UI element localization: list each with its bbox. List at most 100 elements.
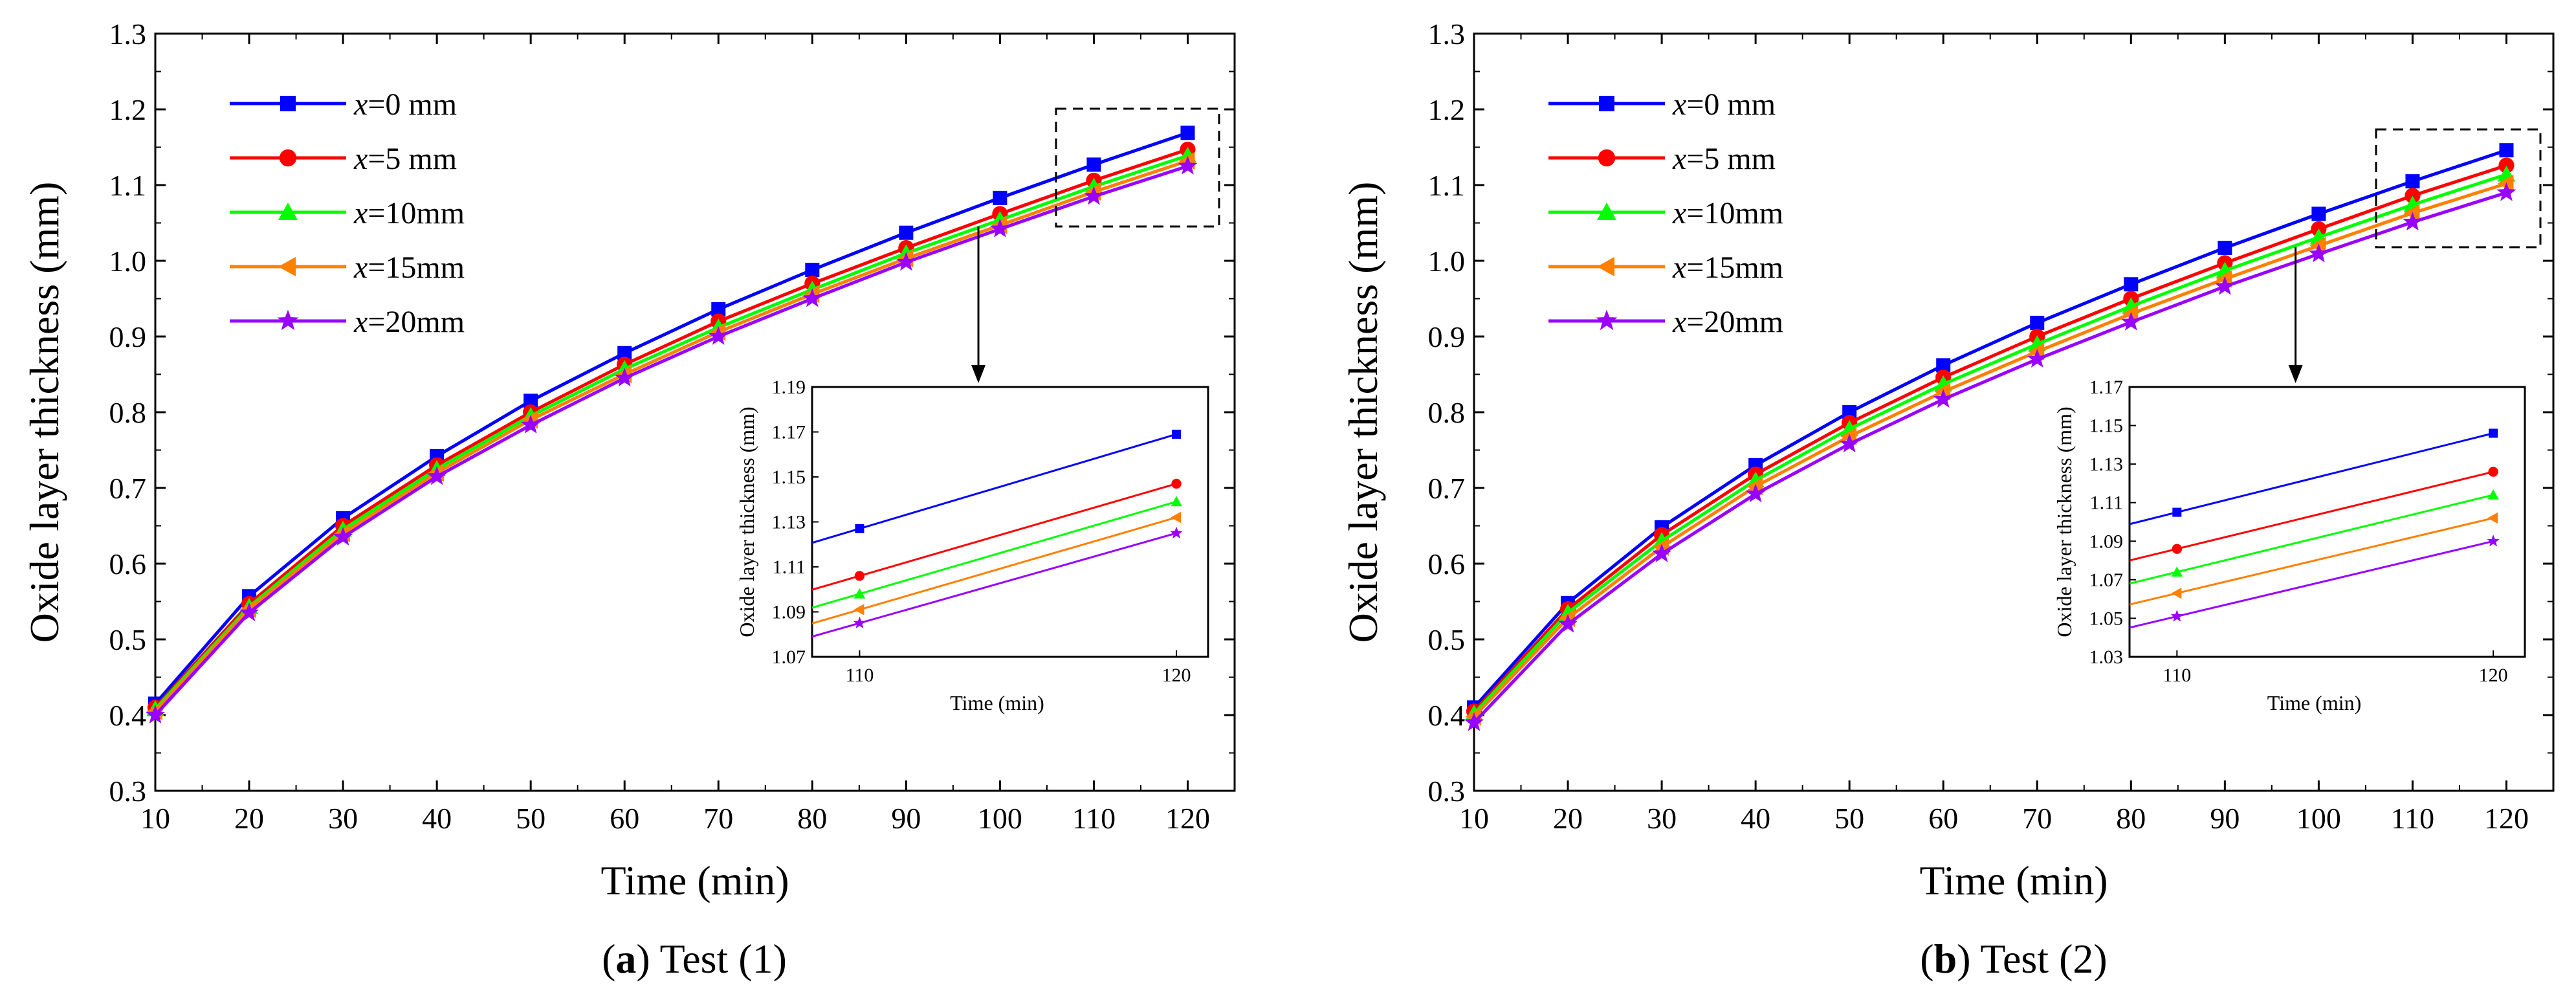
inset-x-tick-label: 110 xyxy=(2163,665,2191,686)
data-point xyxy=(2311,206,2326,221)
inset-series-line xyxy=(812,516,1177,624)
data-point xyxy=(2499,143,2514,158)
data-point xyxy=(709,326,729,345)
inset-data-point xyxy=(2172,507,2182,517)
x-tick-label: 80 xyxy=(2116,802,2146,835)
legend-marker xyxy=(1598,149,1616,167)
legend-marker xyxy=(1597,203,1616,220)
inset-chart: 1.07 1.09 1.11 1.13 1.15 1.17 1.19 110 120 Time (… xyxy=(735,377,1209,714)
y-tick-label: 0.4 xyxy=(109,699,147,732)
x-tick-label: 10 xyxy=(1459,802,1489,835)
data-point xyxy=(2497,174,2514,193)
inset-y-tick-label: 1.09 xyxy=(772,602,806,623)
data-point xyxy=(333,527,353,546)
inset-series-line xyxy=(2130,540,2494,629)
y-axis-title: Oxide layer thickness (mm) xyxy=(1340,182,1386,643)
legend-marker xyxy=(279,149,297,167)
data-point xyxy=(426,466,447,485)
series-line xyxy=(1473,191,2507,724)
x-tick-label: 120 xyxy=(1165,802,1210,835)
inset-series-line xyxy=(812,532,1177,638)
x-tick-label: 50 xyxy=(516,802,545,835)
caption-letter: a xyxy=(615,936,636,982)
inset-series-group xyxy=(2130,428,2500,629)
inset-series-line xyxy=(2130,494,2494,585)
inset-y-tick-label: 1.17 xyxy=(772,422,806,443)
inset-data-point xyxy=(2489,428,2498,438)
inset-series-line xyxy=(2130,432,2494,525)
series-4 xyxy=(145,155,1198,723)
inset-data-point xyxy=(1171,496,1182,507)
inset-y-tick-label: 1.17 xyxy=(2089,377,2124,398)
series-line xyxy=(154,148,1189,709)
legend-var: x xyxy=(1672,196,1686,230)
chart-panel-b: 0.3 0.4 0.5 0.6 0.7 0.8 0.9 1.0 1.1 1.2 1.3 10 20 30 4… xyxy=(1340,17,2555,982)
inset-y-tick-label: 1.13 xyxy=(2089,454,2124,475)
legend-rest: =5 mm xyxy=(368,142,457,176)
series-line xyxy=(154,159,1189,712)
legend-var: x xyxy=(353,87,368,122)
inset-y-tick-label: 1.05 xyxy=(2089,608,2124,629)
caption-open: ( xyxy=(602,936,615,982)
inset-frame xyxy=(2128,386,2526,658)
legend-var: x xyxy=(1672,87,1686,122)
inset-data-point xyxy=(1170,526,1183,539)
data-point xyxy=(1180,126,1195,140)
series-line xyxy=(1473,164,2507,712)
inset-data-point xyxy=(2171,587,2182,599)
inset-x-axis-title: Time (min) xyxy=(2267,691,2362,714)
y-tick-label: 1.1 xyxy=(1428,169,1466,202)
y-tick-label: 1.0 xyxy=(109,245,147,278)
legend-label: x=5 mm xyxy=(353,142,457,176)
inset-y-tick-label: 1.15 xyxy=(772,467,806,488)
series-4 xyxy=(1464,182,2516,731)
panel-caption: (a) Test (1) xyxy=(602,936,787,982)
inset-data-point xyxy=(2170,610,2183,622)
series-line xyxy=(1473,182,2507,718)
data-point xyxy=(1936,358,1951,373)
data-point xyxy=(1086,157,1101,172)
series-line xyxy=(1473,148,2507,709)
inset-data-point xyxy=(2171,566,2183,577)
legend-marker xyxy=(1599,96,1614,111)
data-point xyxy=(2309,236,2326,255)
data-point xyxy=(2215,276,2235,295)
data-point xyxy=(1084,186,1104,205)
zoom-arrow-head xyxy=(2288,365,2303,383)
x-axis-title: Time (min) xyxy=(601,857,789,903)
data-point xyxy=(2496,182,2516,201)
data-point xyxy=(711,302,726,316)
y-tick-label: 0.7 xyxy=(109,472,147,505)
data-point xyxy=(2027,349,2047,368)
data-point xyxy=(145,705,166,723)
y-tick-label: 1.3 xyxy=(1428,17,1466,50)
data-point xyxy=(1745,483,1766,503)
inset-data-point xyxy=(2487,489,2499,500)
legend-marker xyxy=(1597,257,1614,276)
inset-data-point xyxy=(853,588,866,599)
inset-data-point xyxy=(2487,512,2498,524)
legend-marker xyxy=(277,309,299,331)
x-tick-label: 40 xyxy=(422,802,452,835)
inset-data-point xyxy=(853,616,866,629)
caption-text: ) Test (2) xyxy=(1957,936,2108,982)
x-tick-label: 90 xyxy=(891,802,921,835)
data-point xyxy=(2405,188,2421,204)
data-point xyxy=(1558,613,1578,633)
legend-marker xyxy=(1596,309,1618,331)
x-tick-label: 110 xyxy=(2391,802,2434,835)
data-point xyxy=(2403,204,2420,223)
y-tick-label: 0.6 xyxy=(109,547,147,580)
inset-series-line xyxy=(2130,517,2494,606)
y-tick-label: 0.7 xyxy=(1428,472,1466,505)
x-tick-label: 30 xyxy=(1647,802,1677,835)
data-point xyxy=(2403,212,2423,231)
inset-y-tick-label: 1.19 xyxy=(772,377,806,398)
y-tick-label: 0.5 xyxy=(109,623,147,656)
x-tick-label: 70 xyxy=(2022,802,2052,835)
data-point xyxy=(2309,243,2329,263)
legend-label: x=10mm xyxy=(1672,196,1783,230)
legend-rest: =15mm xyxy=(368,250,465,285)
inset-y-tick-label: 1.09 xyxy=(2089,531,2124,552)
